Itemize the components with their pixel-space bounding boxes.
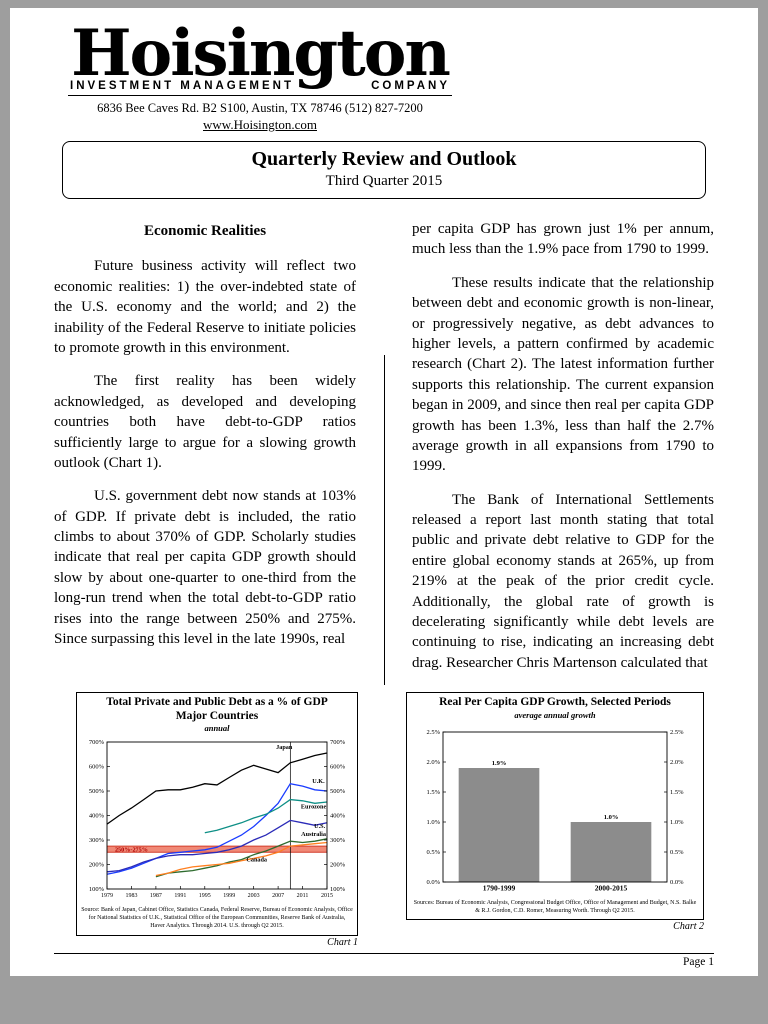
- chart1-subtitle: Major Countries: [175, 709, 259, 722]
- paragraph: U.S. government debt now stands at 103% …: [54, 488, 356, 648]
- svg-text:1.0%: 1.0%: [670, 819, 684, 826]
- page-number: Page 1: [683, 956, 714, 968]
- svg-text:0.0%: 0.0%: [670, 879, 684, 886]
- svg-text:Canada: Canada: [246, 857, 267, 864]
- chart2-title: Real Per Capita GDP Growth, Selected Per…: [439, 696, 671, 709]
- svg-text:300%: 300%: [89, 838, 105, 845]
- svg-text:600%: 600%: [330, 764, 346, 771]
- svg-text:0.5%: 0.5%: [426, 849, 440, 856]
- svg-text:2007: 2007: [272, 893, 284, 899]
- svg-text:1983: 1983: [125, 893, 137, 899]
- left-column: Economic Realities Future business activ…: [54, 219, 356, 686]
- svg-text:200%: 200%: [89, 862, 105, 869]
- svg-text:1790-1999: 1790-1999: [483, 883, 516, 892]
- chart2-container: Real Per Capita GDP Growth, Selected Per…: [406, 692, 704, 948]
- right-column: per capita GDP has grown just 1% per ann…: [412, 219, 714, 686]
- svg-text:2003: 2003: [248, 893, 260, 899]
- svg-text:Japan: Japan: [276, 744, 293, 751]
- svg-text:1.9%: 1.9%: [492, 760, 507, 767]
- svg-text:2.5%: 2.5%: [426, 729, 440, 736]
- svg-text:100%: 100%: [89, 887, 105, 894]
- svg-text:U.K.: U.K.: [312, 778, 325, 785]
- svg-text:1999: 1999: [223, 893, 235, 899]
- svg-text:1979: 1979: [101, 893, 113, 899]
- svg-text:1.0%: 1.0%: [426, 819, 440, 826]
- chart1-title: Total Private and Public Debt as a % of …: [106, 696, 328, 709]
- svg-text:1.5%: 1.5%: [426, 789, 440, 796]
- paragraph: These results indicate that the relation…: [412, 274, 714, 475]
- svg-text:400%: 400%: [330, 813, 346, 820]
- svg-text:250%-275%: 250%-275%: [115, 847, 148, 854]
- document-subtitle: Third Quarter 2015: [325, 173, 443, 189]
- paragraph: Future business activity will reflect tw…: [54, 258, 356, 356]
- svg-text:2.5%: 2.5%: [670, 729, 684, 736]
- chart2-gdp-growth-box: Real Per Capita GDP Growth, Selected Per…: [406, 692, 704, 921]
- svg-text:U.S.: U.S.: [314, 824, 325, 831]
- company-website-link[interactable]: www.Hoisington.com: [203, 117, 317, 132]
- svg-text:2.0%: 2.0%: [670, 759, 684, 766]
- svg-text:1.0%: 1.0%: [604, 814, 619, 821]
- svg-text:400%: 400%: [89, 813, 105, 820]
- svg-text:200%: 200%: [330, 862, 346, 869]
- company-logo: Hoisington: [71, 16, 451, 91]
- letterhead: Hoisington INVESTMENT MANAGEMENT COMPANY…: [68, 22, 452, 133]
- column-divider: [383, 355, 385, 685]
- svg-text:100%: 100%: [330, 887, 346, 894]
- charts-row: Total Private and Public Debt as a % of …: [54, 692, 714, 948]
- chart2-label: Chart 2: [673, 921, 704, 933]
- section-heading: Economic Realities: [143, 223, 267, 239]
- firm-line-right: COMPANY: [371, 80, 450, 92]
- chart1-container: Total Private and Public Debt as a % of …: [76, 692, 358, 948]
- svg-text:0.0%: 0.0%: [426, 879, 440, 886]
- footer-rule: [54, 953, 714, 954]
- svg-text:700%: 700%: [89, 740, 105, 747]
- chart1-note: annual: [204, 723, 230, 734]
- company-address: 6836 Bee Caves Rd. B2 S100, Austin, TX 7…: [97, 101, 423, 115]
- article-body: Economic Realities Future business activ…: [54, 219, 714, 686]
- svg-text:500%: 500%: [89, 789, 105, 796]
- paragraph: The first reality has been widely acknow…: [54, 373, 356, 471]
- svg-text:0.5%: 0.5%: [670, 849, 684, 856]
- chart2-source: Sources: Bureau of Economic Analysis, Co…: [413, 899, 697, 914]
- firm-line-left: INVESTMENT MANAGEMENT: [70, 80, 294, 92]
- svg-text:Eurozone: Eurozone: [301, 804, 327, 811]
- svg-text:Australia: Australia: [301, 831, 326, 838]
- svg-text:1995: 1995: [199, 893, 211, 899]
- svg-text:2.0%: 2.0%: [426, 759, 440, 766]
- gdp-growth-bar-chart: 1.9% 1790-1999 1.0% 2000-2015 0.0% 0.0% 0.5% 0.…: [426, 729, 684, 892]
- svg-text:1.5%: 1.5%: [670, 789, 684, 796]
- chart1-label: Chart 1: [327, 936, 358, 948]
- paragraph: The Bank of International Settlements re…: [412, 491, 714, 671]
- chart2-note: average annual growth: [514, 709, 596, 720]
- chart1-debt-to-gdp-box: Total Private and Public Debt as a % of …: [76, 692, 358, 936]
- svg-text:1987: 1987: [150, 893, 162, 899]
- company-logo-subline: INVESTMENT MANAGEMENT COMPANY: [68, 80, 452, 96]
- svg-text:2011: 2011: [297, 893, 309, 899]
- svg-text:500%: 500%: [330, 789, 346, 796]
- svg-text:1991: 1991: [174, 893, 186, 899]
- svg-text:2000-2015: 2000-2015: [595, 883, 628, 892]
- masthead-box: Quarterly Review and Outlook Third Quart…: [62, 141, 706, 199]
- paragraph: per capita GDP has grown just 1% per ann…: [412, 221, 714, 258]
- svg-text:700%: 700%: [330, 740, 346, 747]
- debt-line-chart: 250%-275% Japan U.K. Eurozone U.S.Australia C…: [89, 740, 346, 900]
- chart1-source: Source: Bank of Japan, Cabinet Office, S…: [81, 907, 353, 929]
- document-title: Quarterly Review and Outlook: [251, 148, 517, 170]
- svg-text:2015: 2015: [321, 893, 333, 899]
- svg-text:300%: 300%: [330, 838, 346, 845]
- svg-text:600%: 600%: [89, 764, 105, 771]
- document-page: Hoisington INVESTMENT MANAGEMENT COMPANY…: [10, 8, 758, 976]
- page-footer: Page 1: [54, 953, 714, 968]
